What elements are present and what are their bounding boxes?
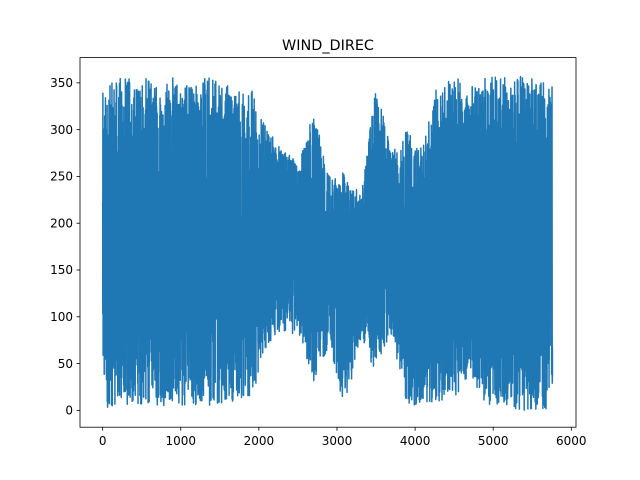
x-tick-label: 6000	[556, 434, 587, 448]
y-tick-label: 100	[50, 310, 73, 324]
series-line-wind-direc	[101, 75, 554, 411]
x-tick-label: 3000	[322, 434, 353, 448]
y-tick-label: 200	[50, 216, 73, 230]
x-tick-label: 2000	[244, 434, 275, 448]
y-tick-label: 350	[50, 76, 73, 90]
y-tick-label: 300	[50, 123, 73, 137]
y-tick-label: 0	[65, 404, 73, 418]
y-tick-label: 50	[58, 357, 73, 371]
x-tick-label: 0	[99, 434, 107, 448]
axis-layer: 0 1000 2000 3000 4000 5000 6000 0 50 100 150 200 250…	[50, 76, 586, 448]
y-tick-label: 250	[50, 170, 73, 184]
chart-title: WIND_DIREC	[282, 38, 374, 54]
x-tick-label: 1000	[165, 434, 196, 448]
x-tick-label: 5000	[478, 434, 509, 448]
x-tick-label: 4000	[400, 434, 431, 448]
series-layer	[101, 75, 554, 411]
y-tick-label: 150	[50, 263, 73, 277]
plot-area-frame	[79, 57, 577, 428]
